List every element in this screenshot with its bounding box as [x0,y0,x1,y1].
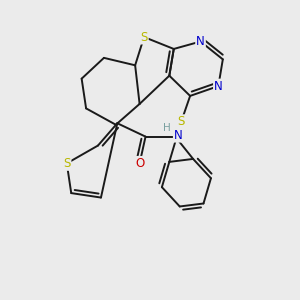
Text: N: N [174,129,183,142]
Text: S: S [63,157,70,170]
Text: N: N [196,35,205,48]
Text: N: N [214,80,223,93]
Text: O: O [135,157,144,170]
Text: S: S [178,115,185,128]
Text: S: S [140,31,148,44]
Text: H: H [163,123,171,133]
